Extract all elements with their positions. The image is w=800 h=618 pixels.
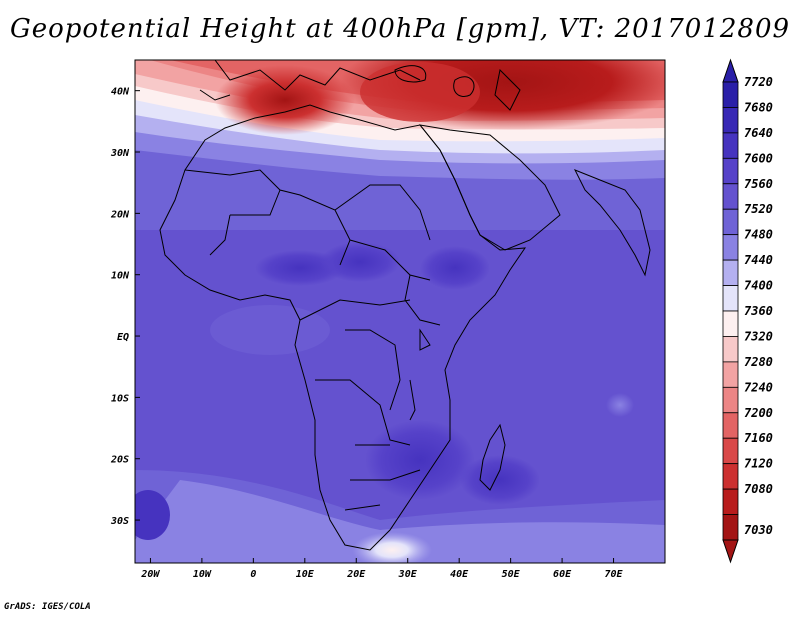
lon-tick-label: 0 <box>250 569 256 580</box>
lat-tick-label: 20N <box>110 209 130 220</box>
colorbar-label: 7440 <box>744 253 773 267</box>
coastlines <box>159 60 651 551</box>
lon-tick-label: 70E <box>605 569 624 580</box>
colorbar-label: 7680 <box>744 100 773 114</box>
colorbar-swatch <box>722 310 739 337</box>
colorbar-label: 7240 <box>744 380 773 394</box>
chart-title: Geopotential Height at 400hPa [gpm], VT:… <box>9 14 791 44</box>
lon-tick-label: 60E <box>553 569 572 580</box>
colorbar-label: 7160 <box>744 431 773 445</box>
lat-tick-label: 30S <box>110 516 129 527</box>
colorbar-swatch <box>722 157 739 185</box>
lat-tick-label: 30N <box>110 148 130 159</box>
colorbar-label: 7320 <box>744 329 773 343</box>
colorbar-swatch <box>722 259 739 286</box>
colorbar-label: 7480 <box>744 228 773 242</box>
lat-tick-label: EQ <box>117 332 129 343</box>
colorbar-bottom-arrow <box>722 539 739 564</box>
colorbar-swatch <box>722 208 739 236</box>
lat-tick-label: 20S <box>110 455 129 466</box>
colorbar-swatch <box>722 285 739 312</box>
lat-tick-label: 10S <box>111 393 129 404</box>
colorbar-swatch <box>722 437 739 465</box>
lon-tick-label: 10E <box>296 569 315 580</box>
credit-text: GrADS: IGES/COLA <box>4 602 91 612</box>
lat-tick-label: 40N <box>111 87 130 98</box>
colorbar-label: 7520 <box>744 202 773 216</box>
lon-tick-label: 50E <box>502 569 521 580</box>
lon-tick-label: 30E <box>398 569 418 580</box>
lon-tick-label: 40E <box>450 569 469 580</box>
lat-tick-label: 10N <box>111 271 130 282</box>
colorbar-label: 7080 <box>744 482 773 496</box>
colorbar-top-arrow <box>722 58 739 83</box>
colorbar: 7720 7680 7640 7600 7560 7520 7480 7440 7400 7360… <box>722 58 773 564</box>
colorbar-label: 7600 <box>744 151 773 165</box>
colorbar-label: 7200 <box>744 406 773 420</box>
colorbar-swatch <box>722 463 739 490</box>
colorbar-label: 7120 <box>744 457 773 471</box>
colorbar-swatch <box>722 488 739 515</box>
colorbar-label: 7360 <box>744 304 773 318</box>
height-field <box>135 60 665 563</box>
colorbar-swatch <box>722 234 739 261</box>
map-frame <box>134 59 666 564</box>
colorbar-label: 7030 <box>744 523 773 537</box>
lon-tick-label: 20W <box>140 569 160 580</box>
colorbar-label: 7560 <box>744 177 773 191</box>
colorbar-swatch <box>722 336 739 363</box>
colorbar-swatch <box>722 183 739 210</box>
colorbar-swatch <box>722 386 739 414</box>
colorbar-label: 7720 <box>744 75 773 89</box>
colorbar-label: 7280 <box>744 355 773 369</box>
colorbar-label: 7640 <box>744 126 773 140</box>
lon-tick-label: 20E <box>346 569 366 580</box>
colorbar-swatch <box>722 132 739 159</box>
axis-ticks: 20W 10W 0 10E 20E 30E 40E 50E 60E 70E 40N 30N 20N 10N… <box>110 87 624 580</box>
colorbar-swatch <box>722 107 739 134</box>
colorbar-swatch <box>722 81 739 108</box>
colorbar-swatch <box>722 361 739 388</box>
colorbar-swatch <box>722 412 739 439</box>
colorbar-label: 7400 <box>744 279 773 293</box>
colorbar-swatch <box>722 514 739 541</box>
lon-tick-label: 10W <box>193 569 212 580</box>
